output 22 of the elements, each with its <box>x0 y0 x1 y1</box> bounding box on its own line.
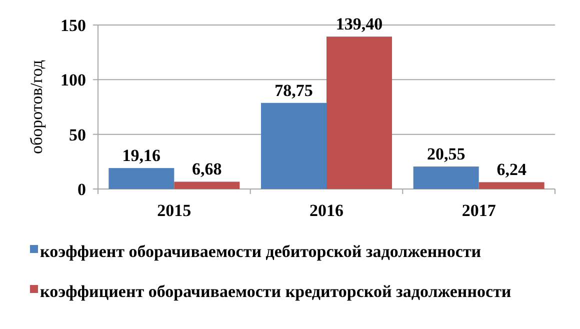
data-label: 6,24 <box>496 160 527 180</box>
bar <box>174 182 240 189</box>
x-tick-label: 2017 <box>462 201 496 220</box>
bar <box>260 102 326 189</box>
bar <box>326 36 392 189</box>
x-tick-label: 2016 <box>310 201 344 220</box>
data-label: 6,68 <box>192 160 222 179</box>
bar <box>413 166 479 189</box>
bar <box>108 168 174 189</box>
data-label: 20,55 <box>426 144 466 164</box>
y-tick-label: 150 <box>60 16 86 35</box>
legend-label: коэффиент оборачиваемости дебиторской задолженности <box>40 242 482 262</box>
data-label: 19,16 <box>122 146 161 166</box>
legend-label: коэффициент оборачиваемости кредиторской задолженности <box>40 282 512 302</box>
y-tick-label: 0 <box>78 180 86 199</box>
bar <box>478 182 544 189</box>
y-tick-label: 50 <box>69 125 86 144</box>
y-tick-label: 100 <box>60 70 86 90</box>
data-label: 139,40 <box>336 14 383 34</box>
y-axis-title: оборотов/год <box>27 60 46 154</box>
data-label: 78,75 <box>274 80 313 100</box>
x-tick-label: 2015 <box>157 201 192 220</box>
